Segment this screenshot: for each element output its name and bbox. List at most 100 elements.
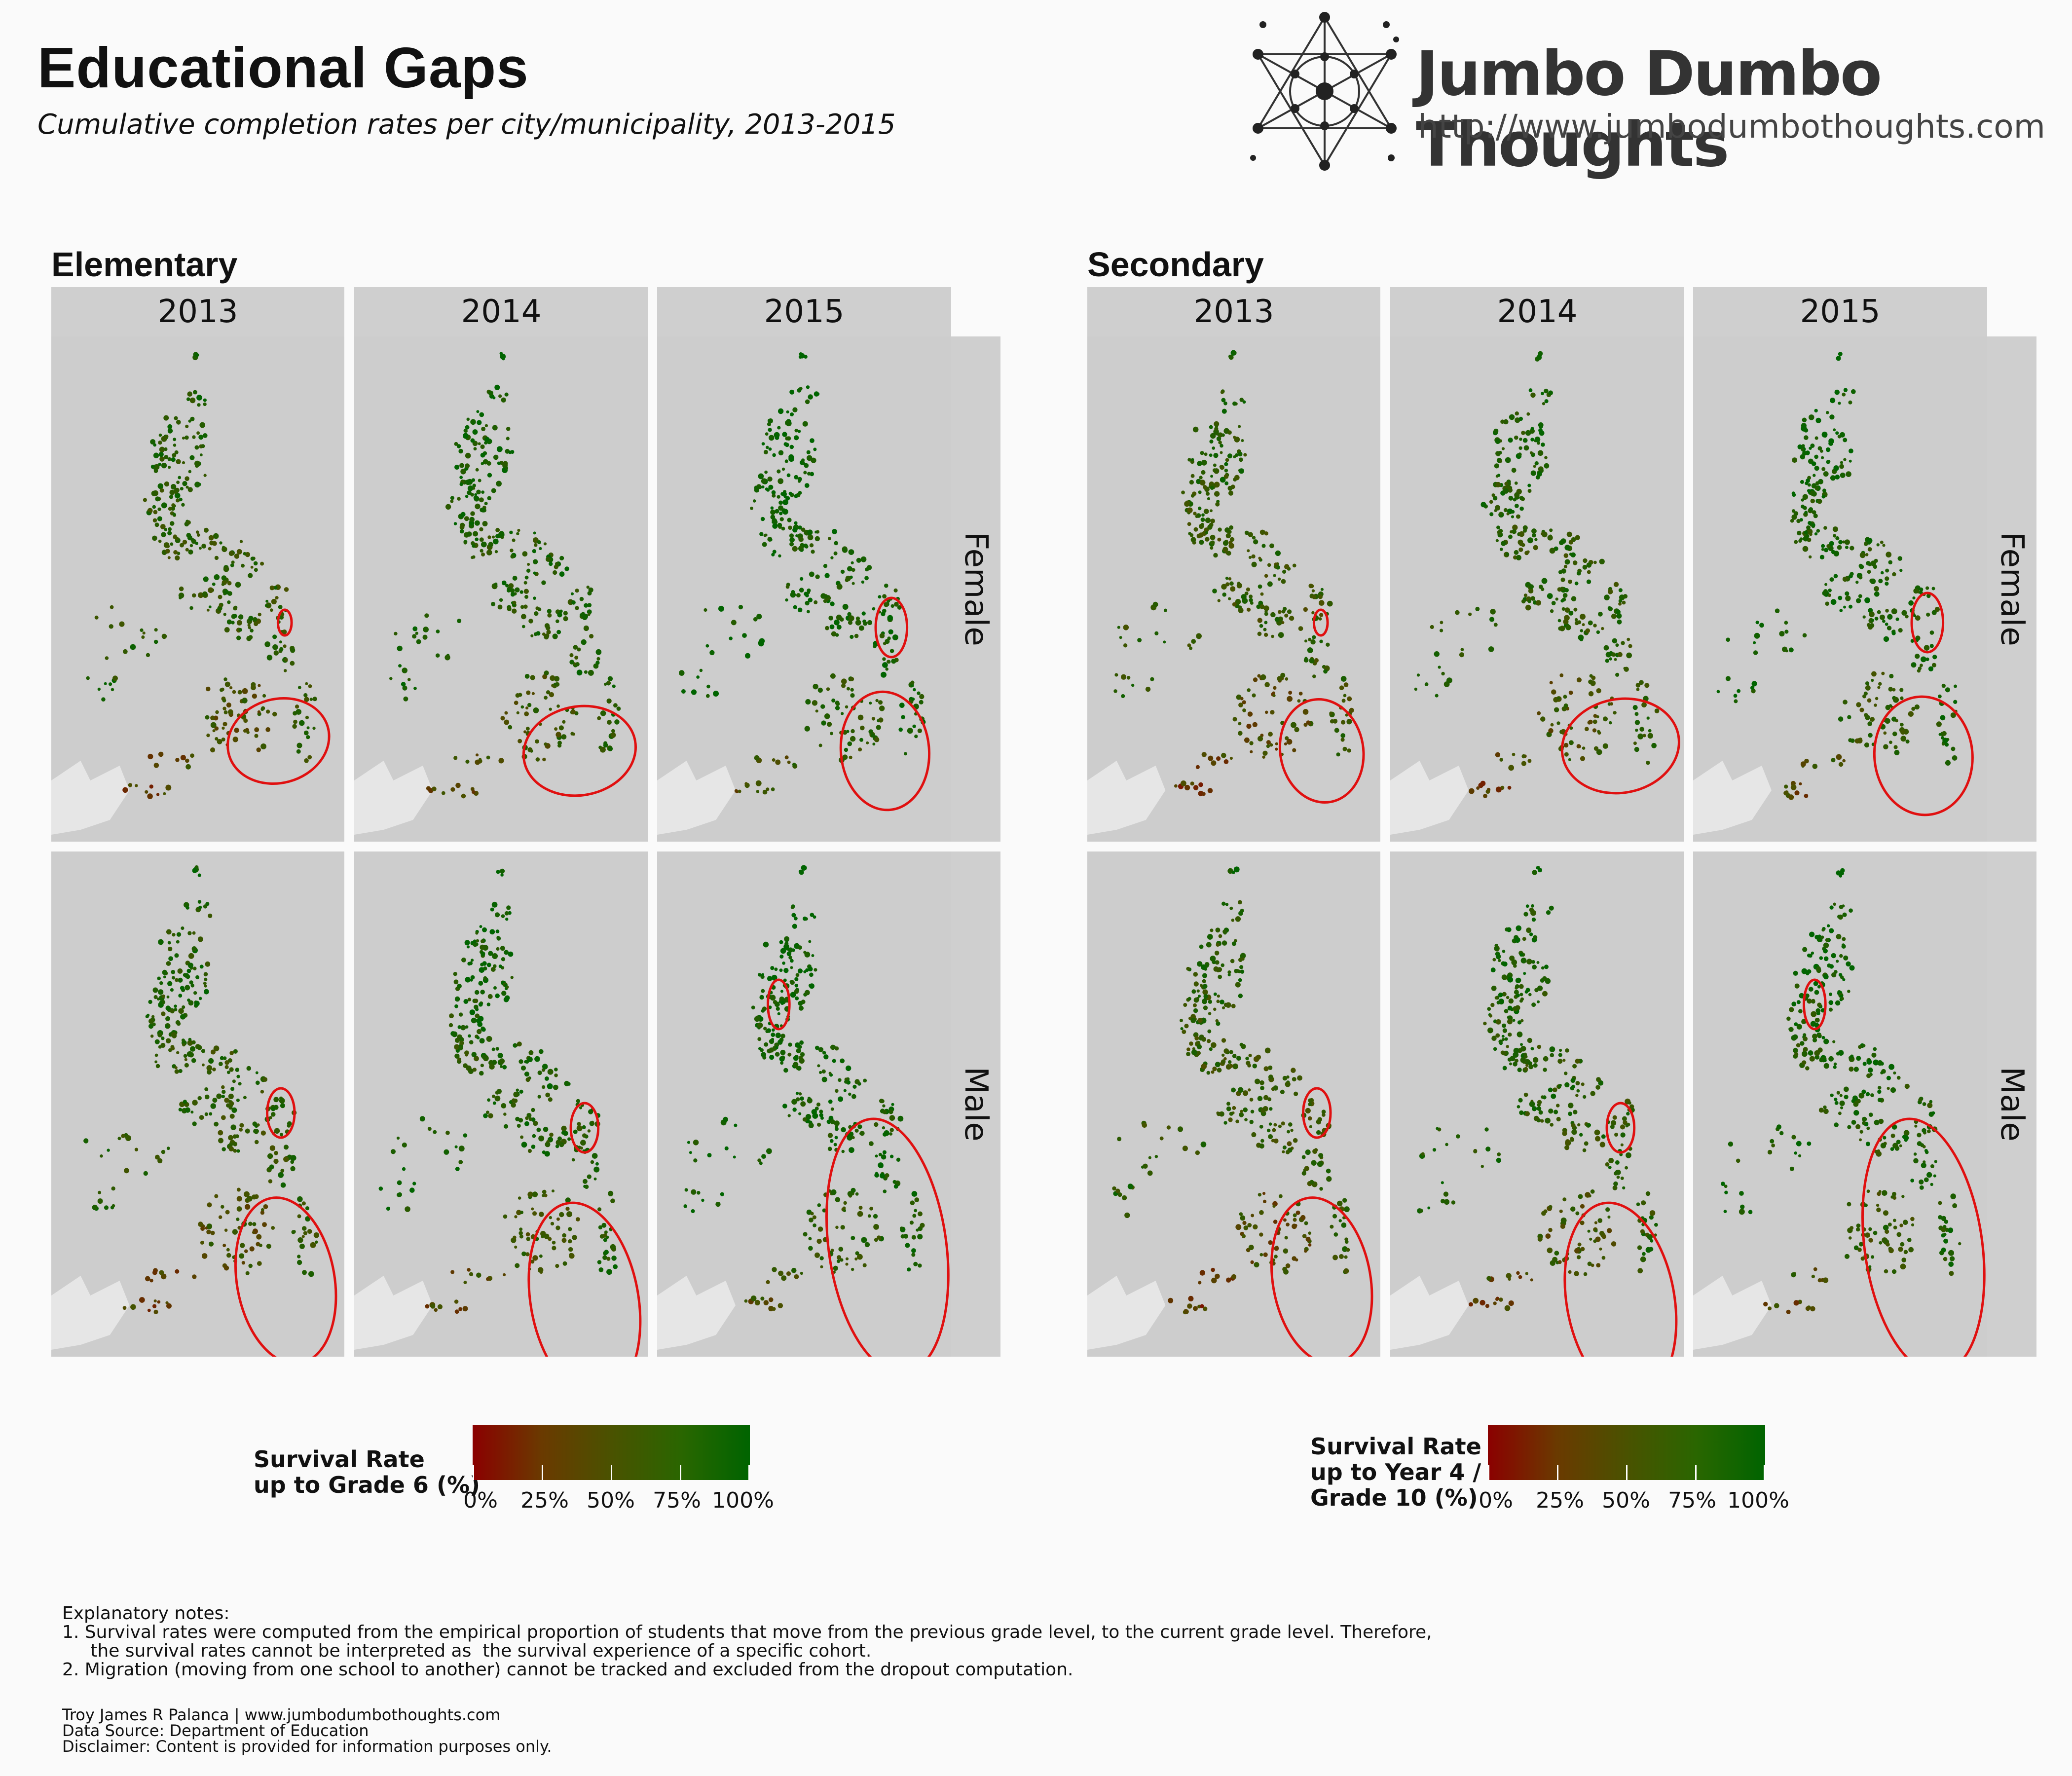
municipality-point xyxy=(556,629,561,634)
municipality-point xyxy=(815,709,818,713)
municipality-point xyxy=(256,1234,262,1240)
municipality-point xyxy=(1187,507,1193,513)
municipality-point xyxy=(1590,1189,1595,1194)
municipality-point xyxy=(777,1303,783,1308)
municipality-point xyxy=(783,495,787,499)
municipality-point xyxy=(757,1158,761,1162)
municipality-point xyxy=(582,1133,587,1138)
brand-url[interactable]: http://www.jumbodumbothoughts.com xyxy=(1418,108,2045,146)
municipality-point xyxy=(1822,488,1826,493)
municipality-point xyxy=(465,1053,469,1057)
facet-header-2015: 2015 xyxy=(1693,287,1987,336)
municipality-point xyxy=(845,1262,849,1266)
municipality-point xyxy=(800,1096,804,1101)
municipality-point xyxy=(1257,1096,1263,1102)
municipality-point xyxy=(121,1134,125,1138)
municipality-point xyxy=(1241,1044,1246,1049)
municipality-point xyxy=(1341,720,1346,725)
municipality-point xyxy=(832,529,837,534)
municipality-point xyxy=(775,1033,781,1038)
municipality-point xyxy=(1201,964,1207,970)
municipality-point xyxy=(855,616,860,621)
municipality-point xyxy=(1790,518,1794,523)
municipality-point xyxy=(775,436,779,440)
municipality-point xyxy=(486,755,490,760)
municipality-point xyxy=(568,1239,572,1244)
municipality-point xyxy=(789,444,794,449)
municipality-point xyxy=(1593,746,1599,751)
municipality-point xyxy=(1748,1210,1753,1215)
municipality-point xyxy=(799,577,804,581)
municipality-point xyxy=(813,1223,816,1227)
municipality-point xyxy=(1209,439,1214,444)
municipality-point xyxy=(1216,999,1220,1003)
municipality-point xyxy=(475,503,481,510)
municipality-point xyxy=(166,995,170,999)
municipality-point xyxy=(1533,1063,1538,1068)
municipality-point xyxy=(542,1064,548,1070)
municipality-point xyxy=(545,1092,551,1098)
municipality-point xyxy=(167,457,172,461)
municipality-point xyxy=(1905,615,1909,619)
municipality-point xyxy=(282,629,287,634)
municipality-point xyxy=(1343,682,1349,687)
municipality-point xyxy=(696,675,700,679)
municipality-point xyxy=(174,416,178,420)
municipality-point xyxy=(210,1230,215,1235)
municipality-point xyxy=(260,1090,264,1094)
municipality-point xyxy=(1649,1210,1656,1216)
municipality-point xyxy=(454,464,460,470)
municipality-point xyxy=(589,634,594,639)
municipality-point xyxy=(780,1049,786,1055)
municipality-point xyxy=(1311,1160,1317,1166)
municipality-point xyxy=(283,1145,289,1150)
municipality-point xyxy=(454,1299,459,1304)
municipality-point xyxy=(1530,438,1534,442)
municipality-point xyxy=(293,719,297,724)
municipality-point xyxy=(797,430,801,433)
municipality-point xyxy=(780,990,783,993)
municipality-point xyxy=(1308,1102,1312,1107)
municipality-point xyxy=(1842,576,1848,582)
municipality-point xyxy=(479,412,484,417)
municipality-point xyxy=(1213,992,1217,996)
municipality-point xyxy=(1124,1212,1130,1219)
municipality-point xyxy=(1214,491,1220,497)
municipality-point xyxy=(1858,594,1862,598)
municipality-point xyxy=(1210,928,1214,932)
municipality-point xyxy=(1611,1241,1617,1247)
municipality-point xyxy=(1184,501,1190,507)
municipality-point xyxy=(152,1022,156,1027)
municipality-point xyxy=(1204,452,1208,456)
municipality-point xyxy=(1950,1193,1956,1199)
municipality-point xyxy=(1796,1024,1802,1030)
municipality-point xyxy=(550,1221,555,1226)
municipality-point xyxy=(1575,1094,1579,1097)
municipality-point xyxy=(525,1060,529,1064)
municipality-point xyxy=(1866,623,1871,627)
municipality-point xyxy=(547,613,552,618)
municipality-point xyxy=(458,1146,465,1152)
municipality-point xyxy=(831,698,836,703)
municipality-point xyxy=(1864,713,1868,717)
municipality-point xyxy=(1611,613,1617,619)
municipality-point xyxy=(500,716,505,721)
municipality-point xyxy=(1499,1297,1503,1302)
municipality-point xyxy=(1203,509,1209,514)
municipality-point xyxy=(1603,716,1608,722)
municipality-point xyxy=(475,759,481,765)
municipality-point xyxy=(1196,1044,1202,1049)
credits-author: Troy James R Palanca | www.jumbodumbotho… xyxy=(62,1705,501,1724)
municipality-point xyxy=(469,1272,474,1277)
municipality-point xyxy=(1187,643,1191,647)
municipality-point xyxy=(1288,1122,1293,1127)
municipality-point xyxy=(1260,1139,1264,1143)
municipality-point xyxy=(1843,955,1849,961)
municipality-point xyxy=(1616,1175,1620,1179)
municipality-point xyxy=(449,1013,454,1019)
municipality-point xyxy=(308,684,312,688)
municipality-point xyxy=(798,525,802,530)
legend-tick-label: 100% xyxy=(1727,1488,1789,1513)
row-label-male: Male xyxy=(1994,1067,2030,1142)
municipality-point xyxy=(178,1008,184,1014)
